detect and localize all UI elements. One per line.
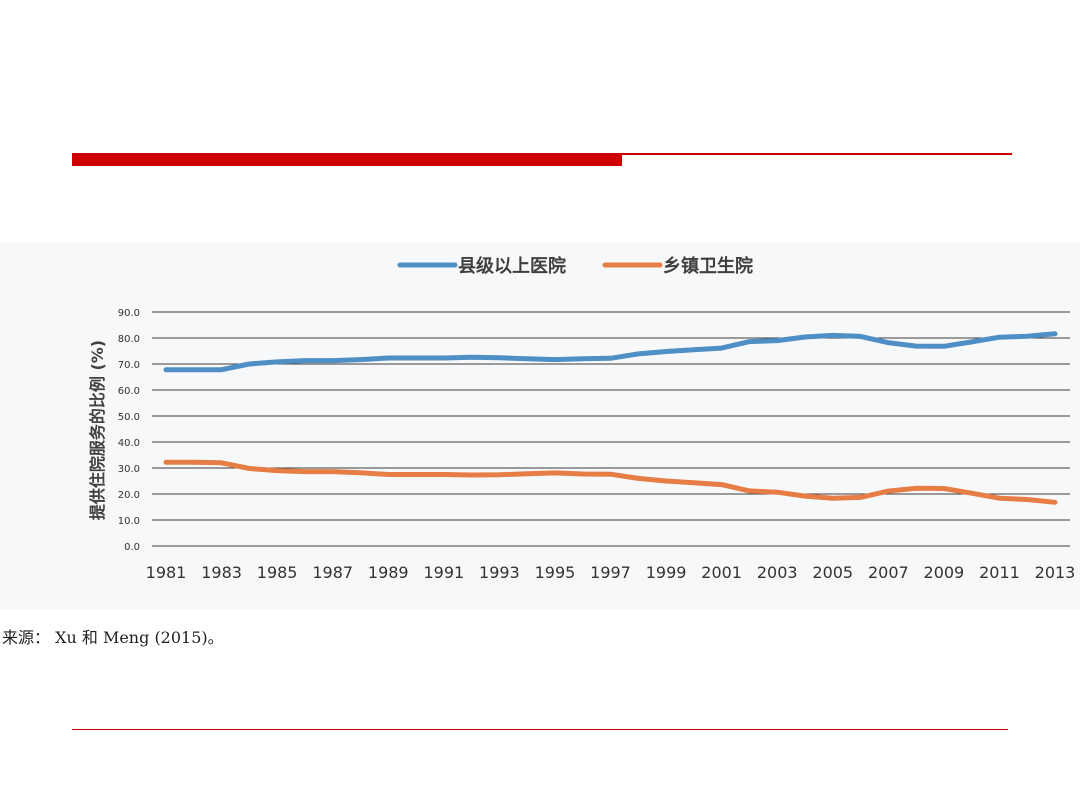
chart-panel: 县级以上医院 乡镇卫生院 0.0 10.0 20.0 30.0 40.0 50.0 60.0 7… (0, 243, 1080, 609)
series-line-1 (163, 459, 1058, 505)
footer-rule (72, 729, 1008, 730)
y-tick-label: 40.0 (118, 438, 140, 449)
x-tick-label: 1991 (423, 563, 464, 582)
series-lines (163, 331, 1058, 505)
y-tick-label: 90.0 (118, 308, 140, 319)
x-tick-label: 1989 (368, 563, 409, 582)
y-axis-ticks: 0.0 10.0 20.0 30.0 40.0 50.0 60.0 70.0 80.0 90.0 (118, 308, 140, 553)
x-tick-label: 1999 (646, 563, 687, 582)
x-tick-label: 2001 (701, 563, 742, 582)
x-tick-label: 1987 (312, 563, 353, 582)
x-tick-label: 1993 (479, 563, 520, 582)
x-tick-label: 1997 (590, 563, 631, 582)
y-tick-label: 70.0 (118, 360, 140, 371)
x-tick-label: 2005 (812, 563, 853, 582)
x-tick-label: 2007 (868, 563, 909, 582)
y-tick-label: 60.0 (118, 386, 140, 397)
series-line-0 (163, 331, 1058, 373)
y-tick-label: 0.0 (124, 542, 140, 553)
y-tick-label: 50.0 (118, 412, 140, 423)
x-tick-label: 1981 (146, 563, 187, 582)
y-tick-label: 10.0 (118, 516, 140, 527)
x-tick-label: 1995 (535, 563, 576, 582)
y-axis-label: 提供住院服务的比例 (%) (88, 340, 107, 520)
header-accent-bar (72, 153, 622, 166)
x-tick-label: 1983 (201, 563, 242, 582)
x-tick-label: 2013 (1035, 563, 1076, 582)
y-tick-label: 20.0 (118, 490, 140, 501)
chart-legend: 县级以上医院 乡镇卫生院 (397, 255, 753, 277)
chart-grid (152, 311, 1070, 547)
y-tick-label: 80.0 (118, 334, 140, 345)
x-axis-ticks: 1981 1983 1985 1987 1989 1991 1993 1995 1997 1999… (146, 563, 1076, 582)
x-tick-label: 2003 (757, 563, 798, 582)
legend-label-0: 县级以上医院 (458, 255, 566, 277)
y-tick-label: 30.0 (118, 464, 140, 475)
legend-label-1: 乡镇卫生院 (663, 255, 753, 277)
x-tick-label: 1985 (257, 563, 298, 582)
line-chart: 县级以上医院 乡镇卫生院 0.0 10.0 20.0 30.0 40.0 50.0 60.0 7… (88, 255, 1076, 582)
source-note: 来源： Xu 和 Meng (2015)。 (2, 628, 224, 647)
x-tick-label: 2009 (924, 563, 965, 582)
x-tick-label: 2011 (979, 563, 1020, 582)
